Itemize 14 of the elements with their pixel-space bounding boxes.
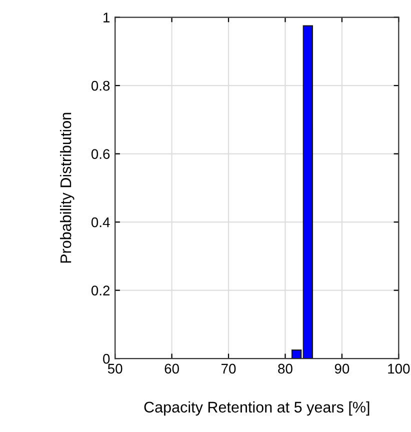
y-tick-label: 1 bbox=[104, 12, 110, 22]
x-tick-label: 80 bbox=[278, 364, 292, 374]
x-tick-label: 50 bbox=[108, 364, 122, 374]
x-tick-label: 90 bbox=[334, 364, 350, 374]
y-tick-label: 0.8 bbox=[91, 80, 110, 91]
y-tick-label: 0 bbox=[103, 354, 110, 364]
y-axis-title: Probability Distribution bbox=[60, 112, 74, 263]
x-tick-label: 100 bbox=[388, 364, 410, 374]
y-tick-label: 0.6 bbox=[91, 149, 110, 159]
y-tick-label: 0.4 bbox=[91, 217, 110, 228]
x-tick-label: 60 bbox=[164, 364, 179, 374]
x-axis-title: Capacity Retention at 5 years [%] bbox=[144, 401, 370, 416]
y-tick-label: 0.2 bbox=[91, 286, 110, 296]
x-tick-label: 70 bbox=[222, 364, 236, 374]
